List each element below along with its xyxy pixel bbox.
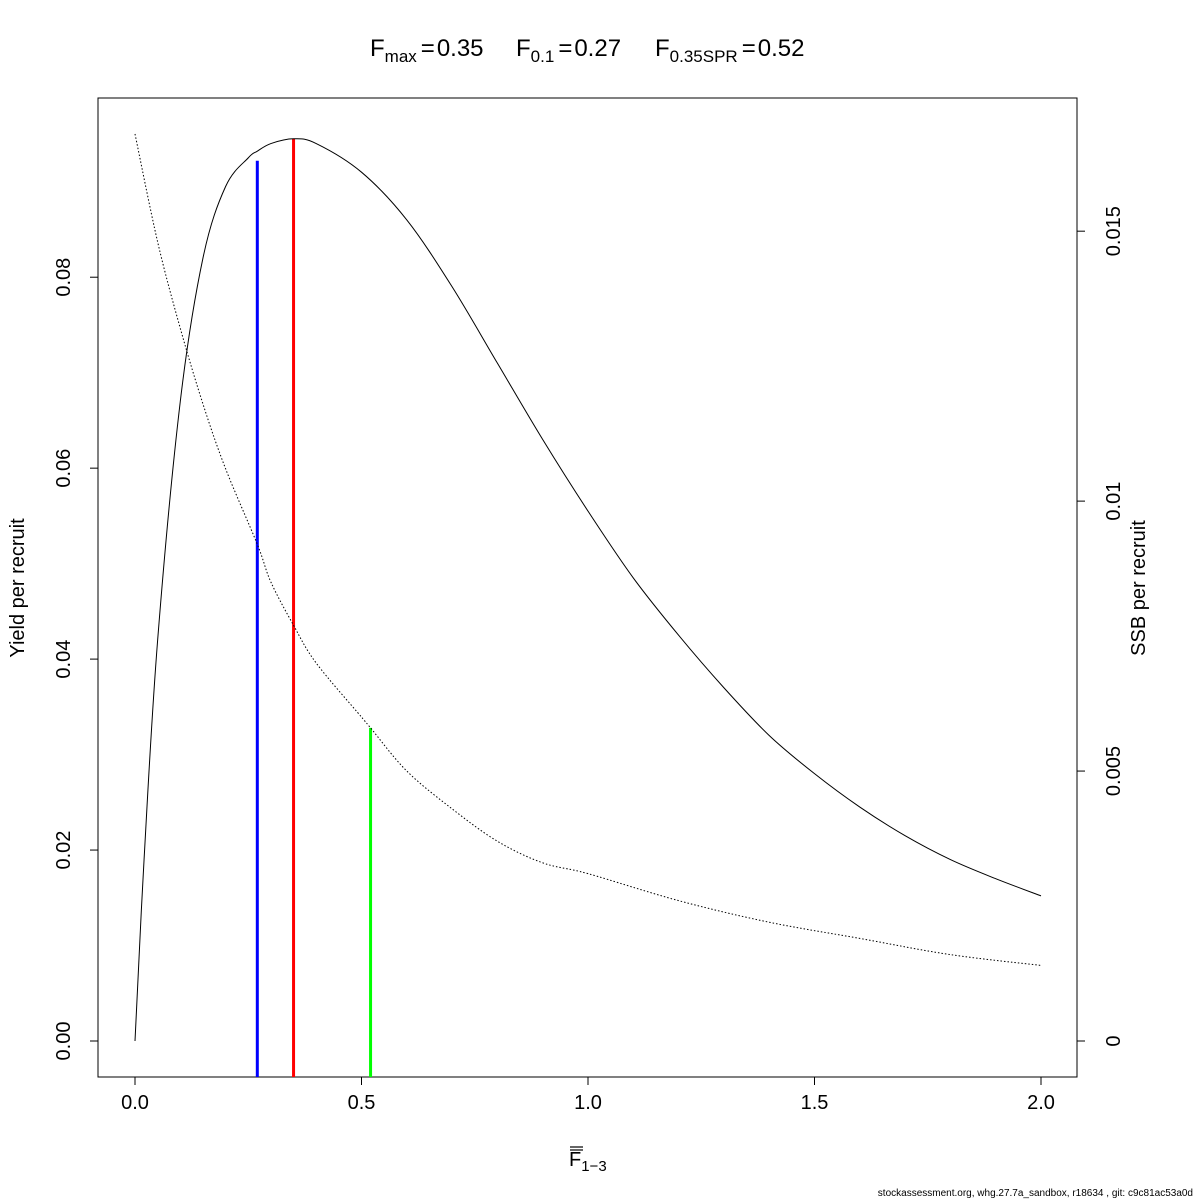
x-tick-label: 1.5	[801, 1092, 829, 1114]
y-right-tick-label: 0	[1103, 1035, 1125, 1046]
y-left-tick-label: 0.00	[53, 1022, 75, 1061]
y-left-tick-label: 0.02	[53, 831, 75, 870]
y-right-axis: 0 0.005 0.01 0.015	[1076, 206, 1125, 1047]
x-tick-label: 2.0	[1027, 1092, 1055, 1114]
title-fmax: Fmax =0.35	[370, 35, 484, 66]
plot-frame	[97, 97, 1078, 1078]
reference-lines	[255, 138, 373, 1077]
series-yield-per-recruit	[134, 138, 1042, 1042]
chart-title: Fmax =0.35 F0.1 =0.27 F0.35SPR =0.52	[370, 35, 804, 66]
x-label-text: F1−3	[569, 1149, 607, 1175]
x-axis: 0.0 0.5 1.0 1.5 2.0	[121, 1076, 1055, 1114]
y-left-tick-label: 0.04	[53, 640, 75, 679]
y-left-tick-label: 0.08	[53, 258, 75, 297]
y-right-label: SSB per recruit	[1128, 520, 1150, 656]
x-label: F1−3	[569, 1146, 607, 1175]
y-left-label: Yield per recruit	[7, 518, 29, 658]
y-right-tick-label: 0.005	[1103, 746, 1125, 796]
x-tick-label: 1.0	[574, 1092, 602, 1114]
title-fspr: F0.35SPR =0.52	[655, 35, 804, 66]
x-tick-label: 0.5	[348, 1092, 376, 1114]
title-f01: F0.1 =0.27	[516, 35, 621, 66]
y-right-tick-label: 0.015	[1103, 206, 1125, 256]
series-group	[134, 133, 1042, 1042]
y-left-axis: 0.00 0.02 0.04 0.06 0.08	[53, 258, 99, 1061]
y-left-tick-label: 0.06	[53, 449, 75, 488]
series-ssb-per-recruit	[134, 133, 1042, 966]
x-tick-label: 0.0	[121, 1092, 149, 1114]
y-right-tick-label: 0.01	[1103, 482, 1125, 521]
footer-text: stockassessment.org, whg.27.7a_sandbox, …	[878, 1188, 1193, 1199]
